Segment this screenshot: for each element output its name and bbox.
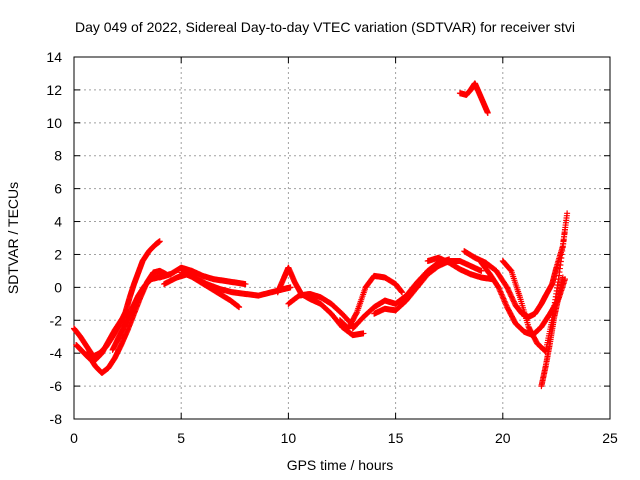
data-point [236,304,243,311]
series-arc-l [371,258,485,317]
x-tick-label: 25 [602,430,618,446]
x-tick-label: 10 [281,430,297,446]
x-tick-label: 0 [70,430,78,446]
data-point [399,289,406,296]
y-tick-label: 2 [54,246,62,262]
series-arc-e [156,264,249,288]
series-arc-g [178,269,294,299]
y-tick-labels: -8 -6 -4 -2 0 2 4 6 8 10 12 14 [46,49,62,427]
y-tick-label: -8 [50,411,63,427]
y-tick-label: 10 [46,115,62,131]
ticks [73,56,611,420]
data-point [559,274,566,281]
series-arc-r [538,274,566,390]
x-tick-labels: 0 5 10 15 20 25 [70,430,618,446]
y-axis-title: SDTVAR / TECUs [5,182,21,294]
data-point [564,210,571,217]
series-arc-d [73,309,131,363]
grid [74,57,610,419]
data-point [242,281,249,288]
series-arc-i [285,290,356,329]
data-point [484,109,491,116]
data-points [71,80,571,390]
chart-title: Day 049 of 2022, Sidereal Day-to-day VTE… [75,19,575,35]
data-point [360,330,367,337]
data-point [353,310,360,317]
plot-frame [73,56,611,420]
series-arc-n [456,80,491,116]
data-point [124,309,131,316]
x-axis-title: GPS time / hours [287,457,394,473]
y-tick-label: 4 [54,214,62,230]
data-point [156,238,163,245]
y-tick-label: -2 [50,312,63,328]
y-tick-label: -6 [50,378,63,394]
y-tick-label: 0 [54,279,62,295]
x-tick-label: 20 [495,430,511,446]
x-tick-label: 15 [388,430,404,446]
data-point [561,226,568,233]
x-tick-label: 5 [177,430,185,446]
y-tick-label: -4 [50,345,63,361]
data-point [287,284,294,291]
series-arc-o [461,210,571,320]
series-arc-j [336,272,406,332]
y-tick-label: 14 [46,49,62,65]
data-point [478,267,485,274]
y-tick-label: 6 [54,181,62,197]
y-tick-label: 8 [54,148,62,164]
y-tick-label: 12 [46,82,62,98]
